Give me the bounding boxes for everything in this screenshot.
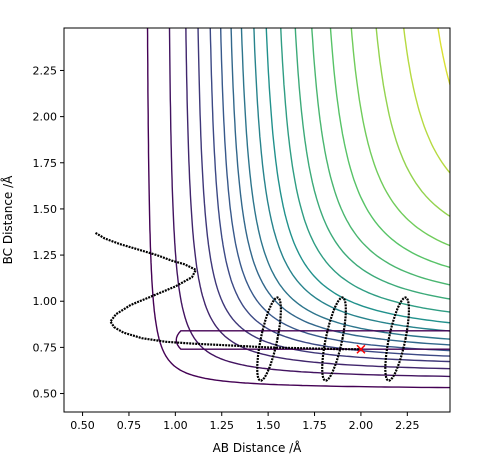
x-tick-label: 0.75 [117, 419, 142, 432]
y-tick-label: 2.25 [33, 64, 58, 77]
contour-line [265, 28, 450, 324]
contour-line [311, 28, 450, 286]
trajectory-path [94, 231, 361, 351]
contour-line [219, 28, 450, 352]
contour-line [329, 28, 450, 269]
x-tick-label: 1.75 [302, 419, 327, 432]
contour-line [375, 28, 450, 218]
plot-area [94, 28, 450, 389]
contour-line [437, 28, 450, 88]
y-tick-label: 1.50 [33, 203, 58, 216]
contour-line [146, 28, 450, 389]
end-marker [356, 344, 366, 354]
contour-line [403, 28, 450, 174]
contour-line [185, 28, 450, 370]
y-axis-ticks: 0.50 0.75 1.00 1.25 1.50 1.75 2.00 2.25 [33, 64, 64, 401]
y-tick-label: 0.50 [33, 388, 58, 401]
x-tick-label: 2.00 [349, 419, 374, 432]
contour-line [230, 28, 450, 346]
y-tick-label: 0.75 [33, 341, 58, 354]
trajectory-vibration-loop [321, 296, 347, 382]
contour-line [280, 28, 450, 313]
trajectory-vibration-loop [384, 296, 410, 382]
end-marker-stroke [356, 344, 366, 354]
contour-line [175, 330, 450, 350]
y-tick-label: 1.25 [33, 249, 58, 262]
y-axis-label: BC Distance /Å [0, 175, 15, 265]
y-tick-label: 1.00 [33, 295, 58, 308]
contour-line [197, 28, 450, 363]
x-tick-label: 2.25 [395, 419, 420, 432]
contour-line [350, 28, 450, 247]
contour-line [240, 28, 450, 340]
trajectory-layer [94, 231, 410, 382]
trajectory-vibration-loop [256, 296, 282, 382]
contour-line [294, 28, 450, 300]
y-tick-label: 1.75 [33, 157, 58, 170]
contour-line [168, 28, 450, 378]
y-tick-label: 2.00 [33, 111, 58, 124]
x-tick-label: 1.50 [256, 419, 281, 432]
axes-frame [63, 27, 451, 413]
x-tick-label: 1.00 [163, 419, 188, 432]
x-tick-label: 1.25 [209, 419, 234, 432]
contour-line [253, 28, 450, 332]
x-axis-ticks: 0.50 0.75 1.00 1.25 1.50 1.75 2.00 2.25 [70, 412, 420, 432]
x-axis-label: AB Distance /Å [213, 440, 303, 455]
potential-energy-contours [146, 28, 450, 389]
x-tick-label: 0.50 [70, 419, 95, 432]
